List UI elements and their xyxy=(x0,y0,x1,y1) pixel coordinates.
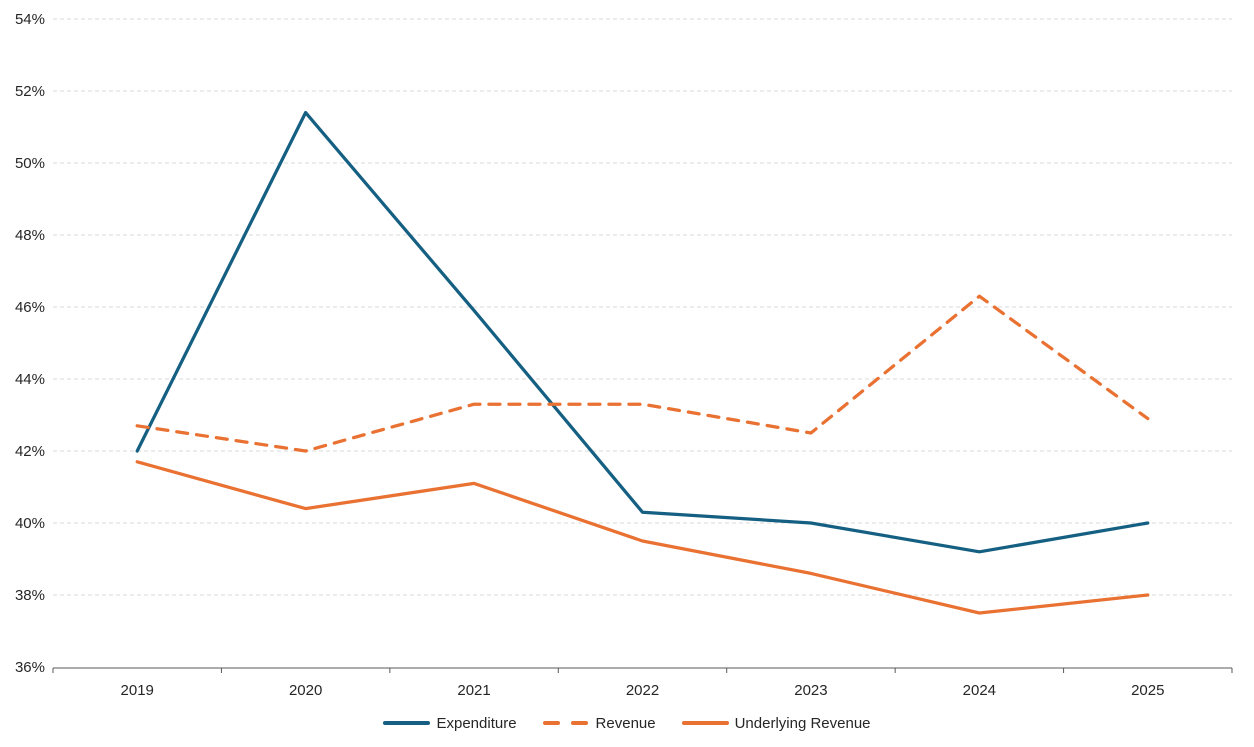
y-axis-label: 54% xyxy=(15,11,45,28)
legend-swatch-solid-line-icon xyxy=(681,721,729,725)
legend-label: Underlying Revenue xyxy=(734,714,871,732)
x-axis-label: 2023 xyxy=(794,682,827,699)
legend-label: Expenditure xyxy=(436,714,517,732)
y-axis-label: 44% xyxy=(15,371,45,388)
x-axis-label: 2019 xyxy=(121,682,154,699)
y-axis-label: 48% xyxy=(15,227,45,244)
x-axis-label: 2021 xyxy=(457,682,490,699)
series-line-revenue xyxy=(135,294,1150,453)
x-axis-label: 2020 xyxy=(289,682,322,699)
legend-item-underlying-revenue: Underlying Revenue xyxy=(681,714,871,732)
legend-label: Revenue xyxy=(595,714,656,732)
legend-swatch-solid-line-icon xyxy=(383,721,431,725)
legend-item-expenditure: Expenditure xyxy=(383,714,517,732)
y-axis-label: 52% xyxy=(15,83,45,100)
y-axis-label: 50% xyxy=(15,155,45,172)
series-line-underlying-revenue xyxy=(135,460,1150,615)
y-axis-label: 40% xyxy=(15,515,45,532)
plot-area: 54% 52% 50% 48% 46% 44% 42% 40% 38% 36% 2019 2020 20… xyxy=(15,11,1233,699)
y-axis-label: 42% xyxy=(15,443,45,460)
legend-swatch-dashed-line-icon xyxy=(542,721,590,725)
y-axis-label: 36% xyxy=(15,659,45,676)
y-axis-label: 46% xyxy=(15,299,45,316)
legend-item-revenue: Revenue xyxy=(542,714,656,732)
chart-legend: Expenditure Revenue Underlying Revenue xyxy=(0,706,1254,740)
y-axis-label: 38% xyxy=(15,587,45,604)
x-axis-label: 2022 xyxy=(626,682,659,699)
series-line-expenditure xyxy=(135,110,1150,554)
x-axis-label: 2024 xyxy=(963,682,996,699)
x-axis-label: 2025 xyxy=(1131,682,1164,699)
